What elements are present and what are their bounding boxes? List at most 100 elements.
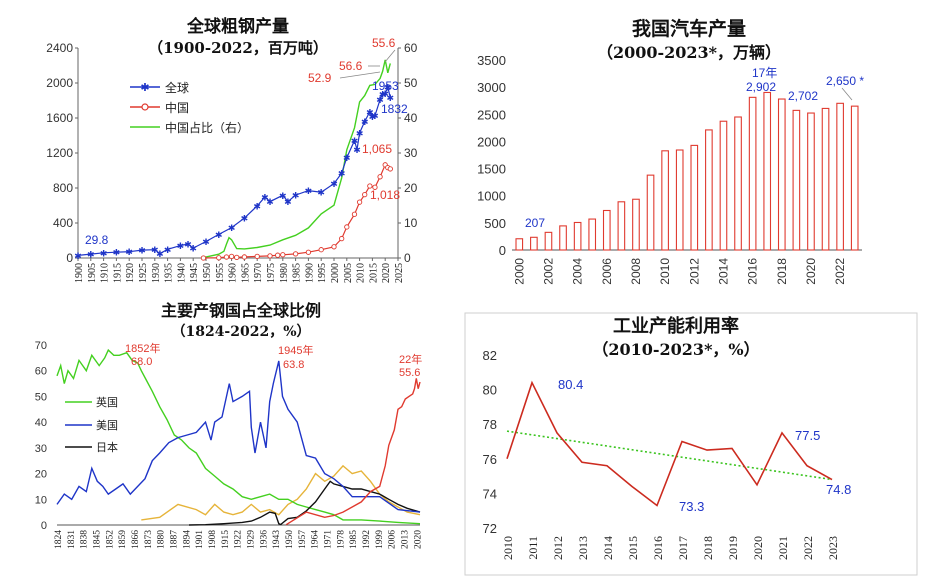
chart1-axes: 0 400 800 1200 1600 2000 2400 0 10 20 30 40 50 60 1900… (46, 41, 417, 283)
world-point: ✱ (74, 252, 82, 262)
world-point: ✱ (87, 251, 95, 261)
x-tick-label: 1824 (54, 530, 64, 549)
china-point (305, 249, 312, 255)
world-point: ✱ (317, 189, 325, 199)
x-tick-label: 1838 (80, 530, 90, 549)
y2-tick-label: 50 (404, 76, 418, 90)
x-tick-label: 1978 (336, 530, 346, 549)
chart-steel-share-by-country: 主要产钢国占全球比例 （1824-2022，%） 0 10 20 30 40 50 60 70… (35, 301, 424, 549)
china-point (351, 211, 358, 217)
china-point (228, 253, 235, 260)
chart4-series (506, 380, 833, 507)
annotation-207: 207 (525, 216, 545, 230)
world-point: ✱ (381, 90, 389, 100)
bar-2005 (588, 218, 597, 251)
chart4-axes: 72 74 76 78 80 82 2010 2011 2012 2013 2014 2015 2016… (483, 348, 840, 560)
x-tick-label: 1990 (304, 263, 315, 283)
bar-2011 (675, 149, 684, 251)
y-tick-label: 2400 (46, 41, 73, 55)
annotation-1832: 1832 (381, 102, 408, 116)
annotation-leader (841, 87, 853, 101)
y2-tick-label: 10 (404, 216, 418, 230)
y-tick-label: 400 (53, 216, 73, 230)
y-tick-label: 40 (35, 417, 47, 429)
world-point: ✱ (330, 180, 338, 190)
chart4-title: 工业产能利用率 (613, 315, 739, 337)
y-tick-label: 78 (483, 417, 497, 432)
x-tick-label: 2023 (826, 536, 840, 560)
series-美国 (56, 360, 421, 513)
bar-2014 (719, 120, 728, 251)
legend-world-marker: ✱ (140, 81, 149, 94)
china-point (280, 252, 286, 258)
y-tick-label: 0 (41, 520, 47, 532)
bar-2015 (734, 116, 742, 251)
world-point: ✱ (379, 90, 387, 100)
y-tick-label: 70 (35, 340, 47, 352)
y2-tick-label: 60 (404, 41, 418, 55)
annotation-2902: 2,902 (746, 80, 776, 94)
y-tick-label: 3000 (477, 80, 506, 95)
x-tick-label: 1971 (324, 530, 334, 549)
x-tick-label: 1925 (138, 263, 149, 283)
y-tick-label: 60 (35, 366, 47, 378)
y-tick-label: 500 (484, 216, 506, 231)
y-tick-label: 50 (35, 391, 47, 403)
annotation-1018: 1,018 (370, 188, 400, 202)
chart3-series (56, 348, 421, 526)
annotation-55-6: 55.6 (372, 36, 396, 50)
x-tick-label: 1920 (125, 263, 136, 283)
bar-2004 (573, 221, 582, 251)
chart4-annotations: 80.4 73.3 77.5 74.8 (558, 377, 851, 514)
x-tick-label: 1975 (266, 263, 277, 283)
y-tick-label: 3500 (477, 53, 506, 68)
x-tick-label: 1905 (87, 263, 98, 283)
y-tick-label: 82 (483, 348, 497, 363)
world-point: ✱ (369, 113, 377, 123)
annotation-leader (339, 71, 381, 79)
world-point: ✱ (164, 246, 172, 256)
world-point: ✱ (151, 246, 159, 256)
annotation-1065: 1,065 (362, 142, 392, 156)
world-point: ✱ (184, 241, 192, 251)
x-tick-label: 2011 (526, 536, 540, 560)
chart1-title: 全球粗钢产量 (186, 16, 289, 37)
annotation-1852: 1852年 (125, 341, 160, 355)
x-tick-label: 1940 (176, 263, 187, 283)
legend-us-label: 美国 (96, 419, 118, 432)
chart3-title: 主要产钢国占全球比例 (161, 301, 321, 320)
china-point (216, 255, 222, 261)
bar-2022 (836, 102, 844, 251)
china-point (367, 183, 373, 189)
world-point: ✱ (371, 112, 379, 122)
x-tick-label: 2015 (368, 263, 379, 283)
china-point (200, 255, 207, 261)
china-point (387, 166, 393, 172)
x-tick-label: 2014 (601, 536, 615, 560)
x-tick-label: 1955 (215, 263, 226, 283)
series-英国 (56, 348, 421, 525)
china-point (241, 254, 248, 260)
x-tick-label: 1908 (208, 530, 218, 549)
bar-2003 (559, 225, 567, 251)
x-tick-label: 2008 (629, 258, 643, 285)
legend-world-label: 全球 (165, 80, 189, 95)
chart2-subtitle: （2000-2023*，万辆） (597, 43, 781, 62)
annotation-55-6b: 55.6 (399, 367, 420, 379)
y-tick-label: 2000 (46, 76, 73, 90)
annotation-63-8: 63.8 (283, 359, 304, 371)
x-tick-label: 2020 (381, 263, 392, 283)
y-tick-label: 1200 (46, 146, 73, 160)
x-tick-label: 2015 (626, 536, 640, 560)
world-point: ✱ (387, 94, 395, 104)
x-tick-label: 2019 (726, 536, 740, 560)
world-point: ✱ (113, 249, 121, 259)
x-tick-label: 2018 (775, 258, 789, 285)
x-tick-label: 2010 (356, 263, 367, 283)
world-point: ✱ (202, 238, 210, 248)
legend-china-label: 中国 (165, 100, 189, 115)
y-tick-label: 30 (35, 443, 47, 455)
china-point (275, 252, 281, 258)
x-tick-label: 2016 (746, 258, 760, 285)
